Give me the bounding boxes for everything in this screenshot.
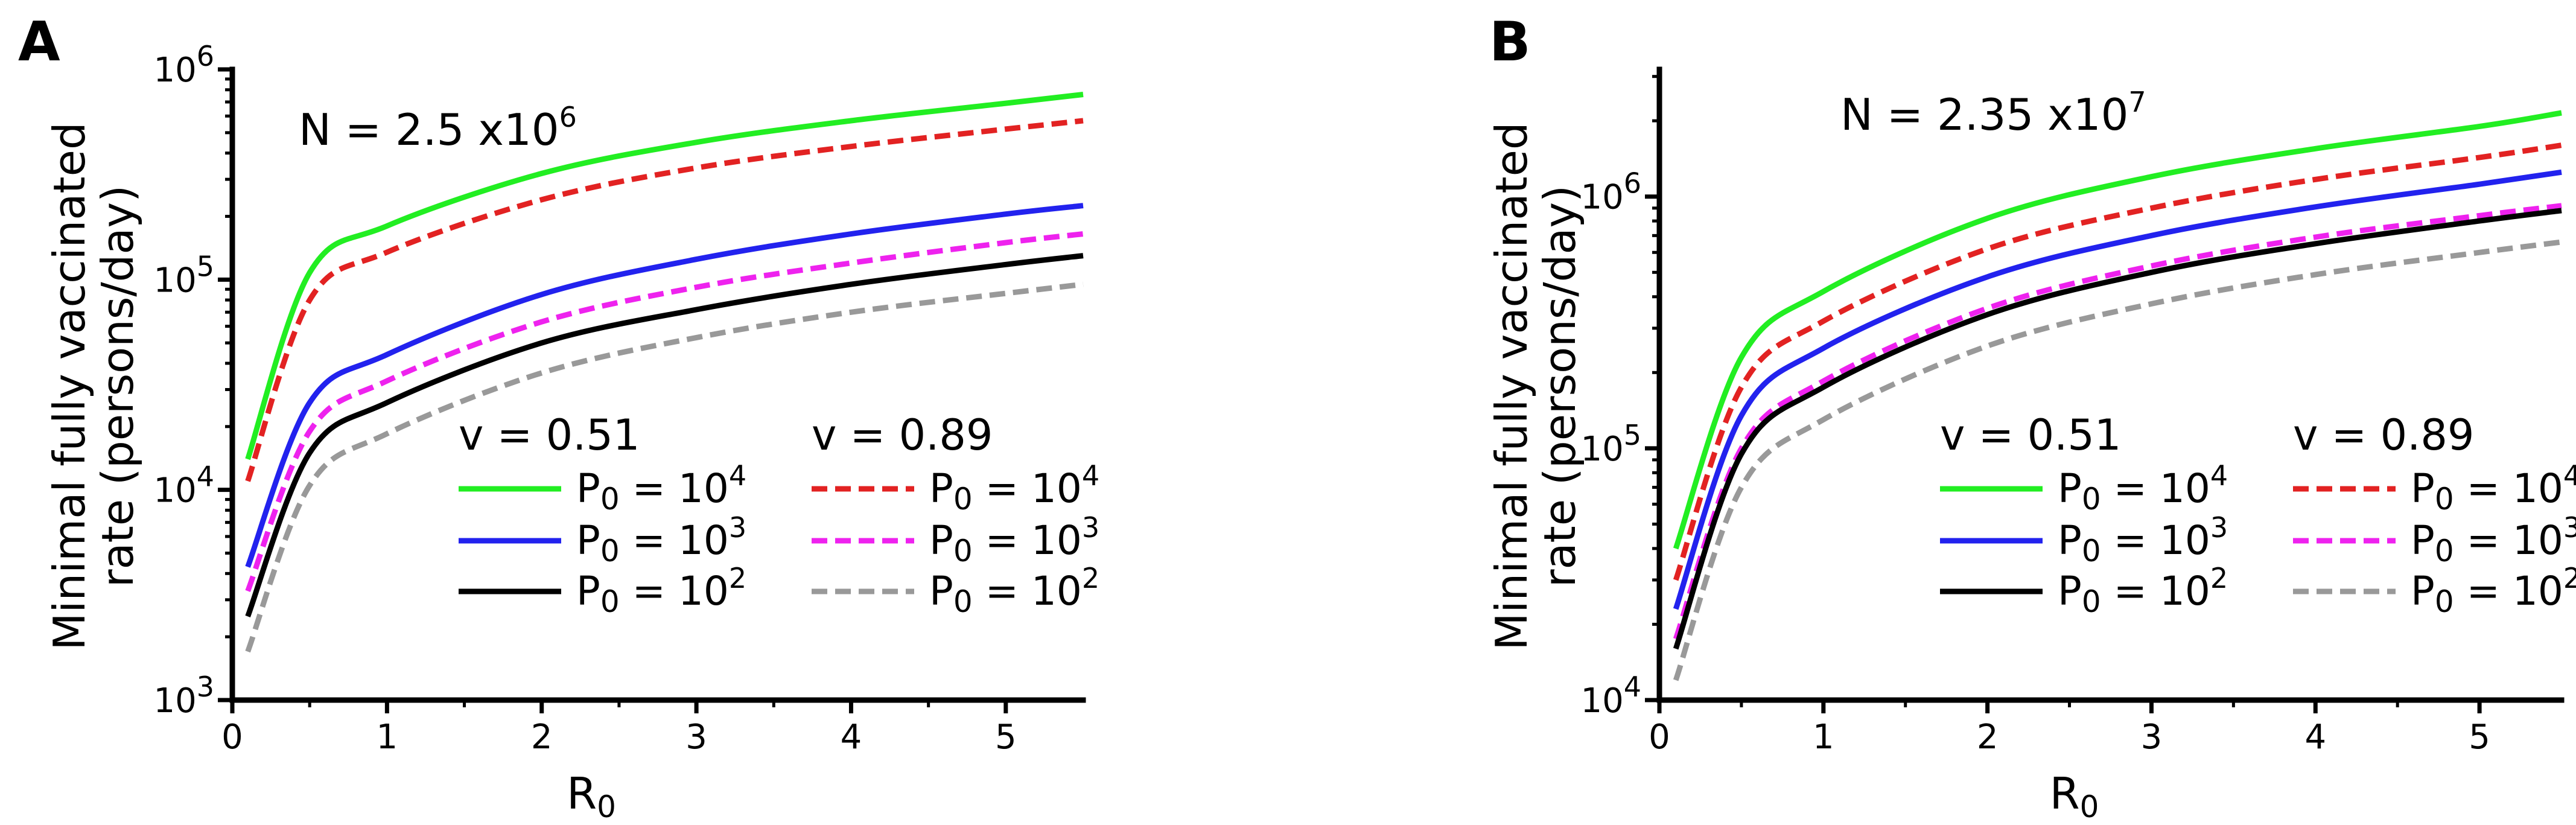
- series-line-4: [245, 231, 1084, 593]
- y-tick-label: 106: [1580, 167, 1641, 217]
- series-line-3: [245, 203, 1084, 568]
- legend-label: P0 = 102: [929, 562, 1099, 619]
- panel-b-label: B: [1489, 10, 1531, 74]
- y-tick-label: 106: [153, 40, 214, 90]
- legend-label: P0 = 103: [2058, 511, 2228, 569]
- x-tick-label: 4: [2304, 718, 2326, 757]
- series-line-2: [1673, 142, 2562, 581]
- legend-title-v-089: v = 0.89: [812, 410, 993, 460]
- legend-label: P0 = 104: [2411, 459, 2576, 517]
- y-tick-label: 103: [153, 671, 214, 721]
- x-tick-label: 3: [685, 718, 707, 757]
- legend-label: P0 = 104: [576, 459, 746, 517]
- y-axis-label-line1: Minimal fully vaccinated: [44, 122, 95, 650]
- legend-title-v-051: v = 0.51: [459, 410, 640, 460]
- legend-title-v-089: v = 0.89: [2293, 410, 2474, 460]
- legend-label: P0 = 102: [2411, 562, 2576, 619]
- y-tick-label: 105: [153, 250, 214, 300]
- legend-label: P0 = 102: [2058, 562, 2228, 619]
- series-line-2: [245, 118, 1084, 482]
- x-tick-label: 3: [2141, 718, 2163, 757]
- series-line-1: [245, 92, 1084, 460]
- series-line-5: [245, 253, 1084, 617]
- y-tick-label: 104: [1580, 671, 1641, 721]
- panel-b: B 0 1 2 3 4 5 104 105 106 R0 Minimal fully vaccinat…: [1486, 10, 2576, 824]
- legend-label: P0 = 103: [576, 511, 746, 569]
- legend-label: P0 = 103: [929, 511, 1099, 569]
- y-axis-label-line1: Minimal fully vaccinated: [1486, 122, 1537, 650]
- x-tick-label: 5: [995, 718, 1017, 757]
- population-annotation: N = 2.35 x107: [1840, 86, 2146, 140]
- legend-title-v-051: v = 0.51: [1940, 410, 2121, 460]
- x-tick-label: 5: [2469, 718, 2490, 757]
- legend-label: P0 = 102: [576, 562, 746, 619]
- panel-a-label: A: [18, 10, 60, 74]
- series-line-6: [1673, 239, 2562, 681]
- population-annotation: N = 2.5 x106: [299, 101, 577, 155]
- x-tick-label: 1: [1813, 718, 1834, 757]
- series-line-1: [1673, 110, 2562, 550]
- legend-label: P0 = 103: [2411, 511, 2576, 569]
- series-line-5: [1673, 208, 2562, 650]
- x-tick-label: 0: [221, 718, 243, 757]
- series-line-6: [245, 281, 1084, 653]
- series-line-3: [1673, 169, 2562, 610]
- x-tick-label: 4: [841, 718, 862, 757]
- y-axis-label-line2: rate (persons/day): [92, 185, 143, 587]
- x-tick-label: 2: [1977, 718, 1999, 757]
- x-tick-label: 2: [531, 718, 553, 757]
- y-tick-label: 104: [153, 460, 214, 511]
- x-tick-label: 0: [1649, 718, 1670, 757]
- y-tick-label: 105: [1580, 419, 1641, 469]
- x-axis-label: R0: [567, 768, 616, 824]
- legend-label: P0 = 104: [2058, 459, 2228, 517]
- legend-label: P0 = 104: [929, 459, 1099, 517]
- x-tick-label: 1: [377, 718, 398, 757]
- series-line-4: [1673, 203, 2562, 640]
- panel-a: A 0 1 2 3 4 5 103 104 105 106 R0 Minimal fully vacci…: [18, 10, 1099, 824]
- y-axis-label-line2: rate (persons/day): [1534, 185, 1585, 587]
- x-axis-label: R0: [2050, 768, 2099, 824]
